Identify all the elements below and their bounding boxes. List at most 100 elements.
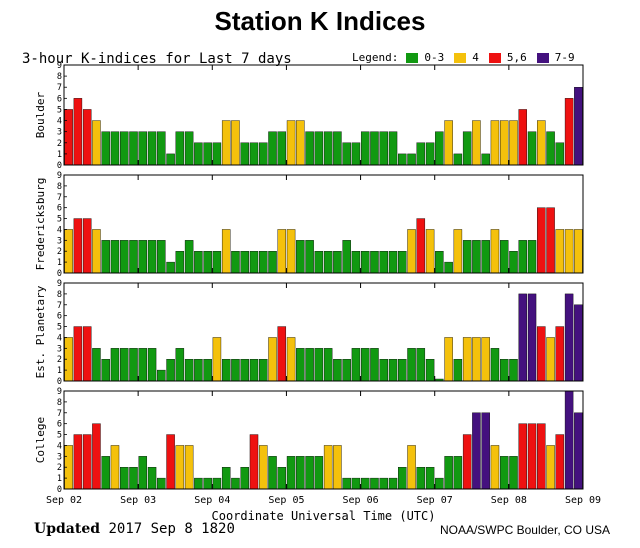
- bar: [499, 120, 509, 166]
- bar: [82, 218, 92, 274]
- bar: [296, 456, 305, 490]
- bar: [240, 467, 249, 490]
- bar: [527, 423, 537, 490]
- bar: [472, 337, 481, 382]
- y-tick-label: 6: [57, 420, 62, 430]
- bar: [527, 240, 537, 274]
- bar: [425, 142, 435, 166]
- bar: [333, 359, 342, 382]
- bar: [555, 142, 565, 166]
- bar: [425, 359, 435, 382]
- panel-frame: [63, 174, 584, 274]
- bar: [323, 348, 333, 382]
- legend-swatch-high: [536, 52, 549, 63]
- updated-label: Updated: [34, 521, 101, 537]
- bar: [64, 109, 73, 166]
- bar: [490, 120, 500, 166]
- bar: [268, 337, 277, 382]
- legend-item-low: 0-3: [406, 51, 444, 64]
- bar: [147, 467, 157, 490]
- bar: [564, 229, 574, 274]
- legend-swatch-k56: [488, 52, 501, 63]
- bar: [138, 240, 148, 274]
- bar: [490, 229, 500, 274]
- bar: [537, 207, 546, 274]
- bar: [305, 131, 314, 166]
- bar: [546, 207, 555, 274]
- y-tick-label: 5: [57, 105, 62, 115]
- bar: [184, 240, 194, 274]
- bar: [221, 359, 231, 382]
- bar: [277, 229, 287, 274]
- legend-label-high: 7-9: [554, 51, 575, 64]
- bar: [129, 467, 138, 490]
- bar: [435, 477, 444, 490]
- bar: [453, 153, 463, 166]
- bar: [286, 120, 296, 166]
- bar: [351, 142, 361, 166]
- bar: [101, 456, 110, 490]
- y-tick-label: 3: [57, 344, 62, 354]
- bar: [249, 142, 259, 166]
- y-tick-label: 8: [57, 72, 62, 82]
- bar: [166, 153, 175, 166]
- bar: [333, 445, 342, 490]
- y-tick-label: 4: [57, 441, 62, 451]
- y-tick-label: 6: [57, 204, 62, 214]
- y-tick-label: 2: [57, 355, 62, 365]
- station-label: Boulder: [34, 91, 47, 138]
- bar: [314, 251, 324, 274]
- bar: [518, 293, 527, 382]
- bar: [268, 251, 277, 274]
- bar: [481, 240, 490, 274]
- bar: [157, 369, 166, 382]
- bar: [398, 467, 407, 490]
- bar: [110, 348, 120, 382]
- bar: [92, 229, 101, 274]
- bar: [416, 142, 426, 166]
- bar: [305, 348, 314, 382]
- bar: [518, 423, 527, 490]
- bar: [240, 142, 249, 166]
- bar: [286, 229, 296, 274]
- bar: [546, 131, 555, 166]
- bar: [194, 251, 203, 274]
- bar: [110, 445, 120, 490]
- bar: [323, 131, 333, 166]
- bar: [546, 445, 555, 490]
- bar: [342, 240, 351, 274]
- bar: [101, 359, 110, 382]
- bar: [212, 477, 222, 490]
- bar: [110, 240, 120, 274]
- bar: [481, 412, 490, 490]
- bar: [175, 445, 185, 490]
- bar: [453, 456, 463, 490]
- bar: [370, 477, 379, 490]
- bar: [388, 359, 398, 382]
- bar: [490, 445, 500, 490]
- bar: [435, 131, 444, 166]
- x-axis-title: Coordinate Universal Time (UTC): [212, 509, 436, 523]
- bar: [333, 131, 342, 166]
- bar: [564, 293, 574, 382]
- bar: [305, 456, 314, 490]
- bar: [249, 359, 259, 382]
- x-tick-label: Sep 02: [46, 495, 82, 506]
- updated-line: Updated 2017 Sep 8 1820: [34, 521, 235, 537]
- bar: [277, 131, 287, 166]
- legend: Legend: 0-3 4 5,6 7-9: [352, 51, 585, 64]
- x-tick-label: Sep 08: [491, 495, 527, 506]
- bar: [527, 293, 537, 382]
- y-tick-label: 9: [57, 387, 62, 397]
- bar: [435, 251, 444, 274]
- bar: [203, 359, 212, 382]
- x-tick-label: Sep 04: [194, 495, 230, 506]
- bar: [425, 229, 435, 274]
- bar: [509, 120, 518, 166]
- y-tick-label: 2: [57, 247, 62, 257]
- bar: [398, 251, 407, 274]
- bar: [370, 131, 379, 166]
- bar: [259, 359, 268, 382]
- bar: [73, 434, 83, 490]
